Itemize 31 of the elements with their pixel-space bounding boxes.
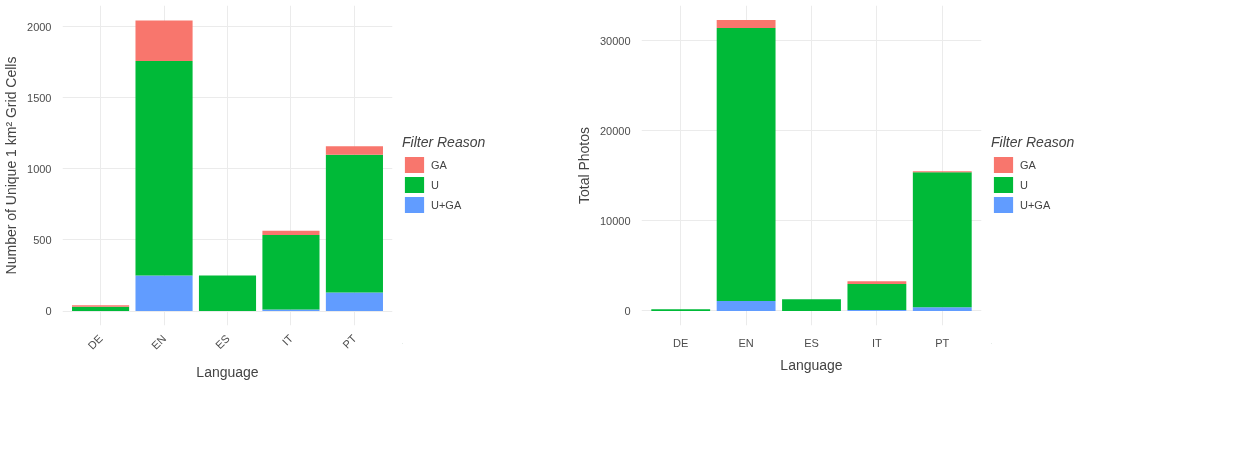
x-tick-label: PT xyxy=(935,336,950,349)
x-axis-title: Language xyxy=(196,363,259,380)
x-tick-label: EN xyxy=(738,336,754,349)
legend-label: GA xyxy=(431,158,448,171)
legend-label: U xyxy=(431,178,440,191)
x-axis-title: Language xyxy=(780,356,843,373)
x-tick-label: ES xyxy=(804,336,819,349)
y-tick-label: 10000 xyxy=(599,214,631,227)
legend-title: Filter Reason xyxy=(402,133,486,150)
legend-title: Filter Reason xyxy=(991,133,1075,150)
legend-label: U+GA xyxy=(1020,198,1051,211)
y-tick-label: 1000 xyxy=(27,162,52,175)
y-tick-label: 1500 xyxy=(27,91,52,104)
x-tick-label: PT xyxy=(340,332,359,351)
x-tick-label: DE xyxy=(85,332,105,352)
x-tick-label: DE xyxy=(673,336,689,349)
legend-label: U+GA xyxy=(431,198,462,211)
x-tick-label: ES xyxy=(212,332,232,352)
y-tick-label: 30000 xyxy=(599,34,631,47)
y-tick-label: 0 xyxy=(45,305,52,318)
y-tick-label: 2000 xyxy=(27,20,52,33)
legend-label: GA xyxy=(1020,158,1037,171)
y-axis-title: Total Photos xyxy=(575,126,592,205)
y-tick-label: 20000 xyxy=(599,124,631,137)
y-tick-label: 0 xyxy=(624,304,631,317)
legend-label: U xyxy=(1020,178,1029,191)
x-tick-label: IT xyxy=(872,336,883,349)
x-tick-label: EN xyxy=(148,332,169,352)
x-tick-label: IT xyxy=(279,332,296,348)
y-axis-title: Number of Unique 1 km² Grid Cells xyxy=(3,56,20,275)
y-tick-label: 500 xyxy=(33,233,52,246)
